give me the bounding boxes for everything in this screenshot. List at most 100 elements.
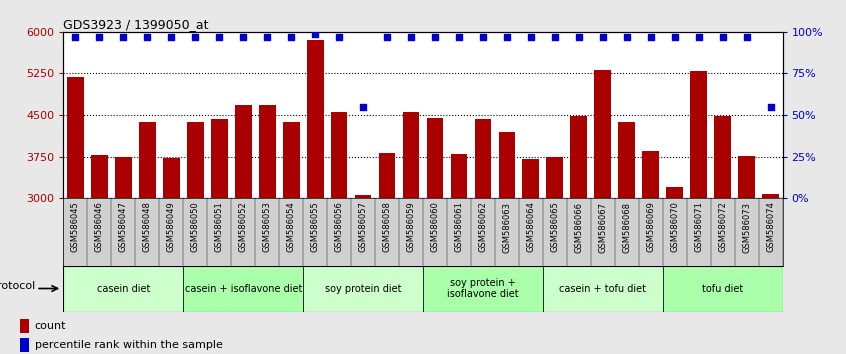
Text: GSM586065: GSM586065 bbox=[551, 202, 559, 252]
Point bbox=[380, 34, 393, 40]
Point bbox=[261, 34, 274, 40]
Text: casein + tofu diet: casein + tofu diet bbox=[559, 284, 646, 293]
Text: GSM586045: GSM586045 bbox=[71, 202, 80, 252]
Bar bbox=[570, 116, 587, 354]
Point bbox=[92, 34, 106, 40]
Bar bbox=[307, 40, 323, 354]
Point bbox=[308, 31, 321, 36]
Text: casein diet: casein diet bbox=[96, 284, 150, 293]
Point bbox=[428, 34, 442, 40]
Text: GSM586049: GSM586049 bbox=[167, 202, 176, 252]
Bar bbox=[354, 195, 371, 354]
Point bbox=[140, 34, 154, 40]
Point bbox=[117, 34, 130, 40]
Text: GSM586051: GSM586051 bbox=[215, 202, 223, 252]
Point bbox=[644, 34, 657, 40]
Bar bbox=[523, 159, 539, 354]
Text: GSM586052: GSM586052 bbox=[239, 202, 248, 252]
Point bbox=[739, 34, 753, 40]
Bar bbox=[20, 319, 30, 333]
Text: GSM586063: GSM586063 bbox=[503, 202, 511, 253]
Text: casein + isoflavone diet: casein + isoflavone diet bbox=[184, 284, 302, 293]
Text: GSM586054: GSM586054 bbox=[287, 202, 295, 252]
Text: GSM586046: GSM586046 bbox=[95, 202, 104, 252]
Text: GSM586072: GSM586072 bbox=[718, 202, 727, 252]
Point bbox=[356, 104, 370, 110]
Bar bbox=[690, 71, 707, 354]
Point bbox=[212, 34, 226, 40]
Text: GSM586048: GSM586048 bbox=[143, 202, 151, 252]
Point bbox=[572, 34, 585, 40]
Text: GSM586062: GSM586062 bbox=[479, 202, 487, 252]
Bar bbox=[259, 105, 276, 354]
Text: GSM586060: GSM586060 bbox=[431, 202, 439, 252]
Point bbox=[332, 34, 346, 40]
Bar bbox=[211, 119, 228, 354]
Bar bbox=[283, 122, 299, 354]
Point bbox=[69, 34, 82, 40]
Text: count: count bbox=[35, 321, 66, 331]
Bar bbox=[423, 266, 543, 312]
Text: GSM586047: GSM586047 bbox=[119, 202, 128, 252]
Bar bbox=[547, 157, 563, 354]
Text: protocol: protocol bbox=[0, 281, 35, 291]
Bar bbox=[91, 155, 107, 354]
Text: GSM586056: GSM586056 bbox=[335, 202, 343, 252]
Text: GSM586061: GSM586061 bbox=[454, 202, 464, 252]
Text: GSM586074: GSM586074 bbox=[766, 202, 775, 252]
Bar bbox=[379, 153, 395, 354]
Point bbox=[524, 34, 537, 40]
Point bbox=[620, 34, 634, 40]
Text: tofu diet: tofu diet bbox=[702, 284, 744, 293]
Text: soy protein +
isoflavone diet: soy protein + isoflavone diet bbox=[448, 278, 519, 299]
Text: GSM586067: GSM586067 bbox=[598, 202, 607, 253]
Bar bbox=[451, 154, 467, 354]
Point bbox=[164, 34, 178, 40]
Point bbox=[476, 34, 490, 40]
Text: GSM586055: GSM586055 bbox=[310, 202, 320, 252]
Bar bbox=[642, 150, 659, 354]
Text: GSM586057: GSM586057 bbox=[359, 202, 367, 252]
Bar bbox=[618, 122, 635, 354]
Text: GDS3923 / 1399050_at: GDS3923 / 1399050_at bbox=[63, 18, 209, 31]
Bar bbox=[67, 77, 84, 354]
Point bbox=[404, 34, 418, 40]
Bar bbox=[184, 266, 303, 312]
Text: soy protein diet: soy protein diet bbox=[325, 284, 401, 293]
Point bbox=[716, 34, 729, 40]
Point bbox=[452, 34, 465, 40]
Text: GSM586059: GSM586059 bbox=[407, 202, 415, 252]
Text: GSM586070: GSM586070 bbox=[670, 202, 679, 252]
Point bbox=[548, 34, 562, 40]
Bar bbox=[498, 132, 515, 354]
Bar bbox=[115, 157, 132, 354]
Text: GSM586064: GSM586064 bbox=[526, 202, 536, 252]
Bar bbox=[63, 266, 184, 312]
Bar bbox=[475, 119, 492, 354]
Text: GSM586069: GSM586069 bbox=[646, 202, 655, 252]
Point bbox=[764, 104, 777, 110]
Bar bbox=[187, 122, 204, 354]
Bar bbox=[426, 118, 443, 354]
Bar bbox=[139, 122, 156, 354]
Point bbox=[667, 34, 681, 40]
Bar bbox=[595, 70, 611, 354]
Bar bbox=[762, 194, 779, 354]
Bar bbox=[235, 104, 251, 354]
Bar bbox=[331, 112, 348, 354]
Bar bbox=[739, 156, 755, 354]
Text: GSM586071: GSM586071 bbox=[695, 202, 703, 252]
Point bbox=[596, 34, 609, 40]
Text: GSM586050: GSM586050 bbox=[191, 202, 200, 252]
Text: GSM586066: GSM586066 bbox=[574, 202, 583, 253]
Point bbox=[692, 34, 706, 40]
Text: GSM586058: GSM586058 bbox=[382, 202, 392, 252]
Bar bbox=[20, 338, 30, 352]
Bar bbox=[303, 266, 423, 312]
Bar bbox=[667, 187, 683, 354]
Point bbox=[500, 34, 514, 40]
Point bbox=[284, 34, 298, 40]
Text: GSM586073: GSM586073 bbox=[742, 202, 751, 253]
Text: GSM586053: GSM586053 bbox=[263, 202, 272, 252]
Point bbox=[236, 34, 250, 40]
